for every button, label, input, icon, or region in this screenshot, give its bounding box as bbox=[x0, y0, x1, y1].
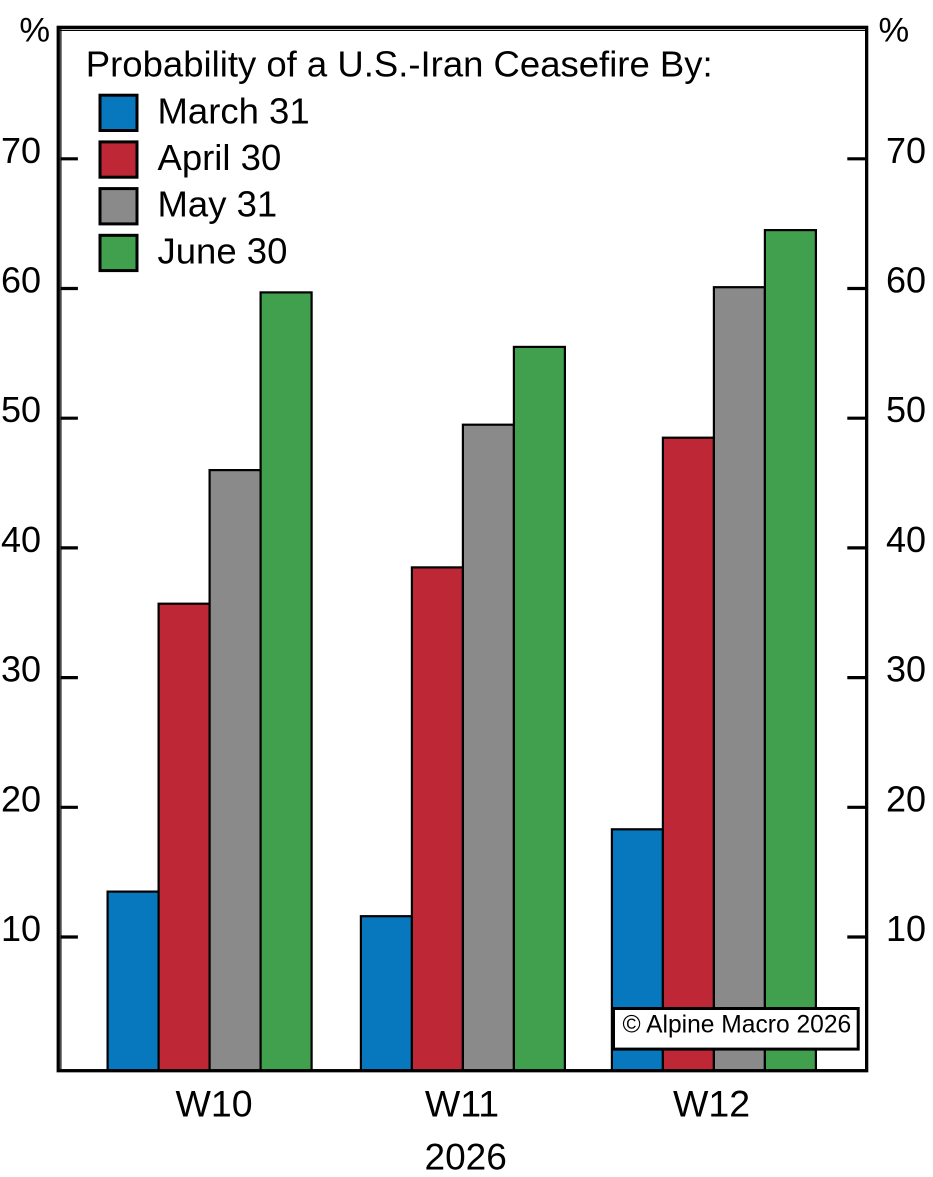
svg-text:40: 40 bbox=[886, 519, 926, 560]
svg-text:60: 60 bbox=[886, 260, 926, 301]
svg-text:May 31: May 31 bbox=[158, 184, 278, 225]
svg-text:Probability of a U.S.-Iran Cea: Probability of a U.S.-Iran Ceasefire By: bbox=[86, 44, 713, 85]
svg-text:50: 50 bbox=[886, 389, 926, 430]
svg-text:April 30: April 30 bbox=[158, 137, 282, 178]
svg-text:2026: 2026 bbox=[425, 1137, 507, 1177]
svg-text:%: % bbox=[19, 12, 50, 50]
svg-text:W11: W11 bbox=[425, 1083, 499, 1125]
svg-text:60: 60 bbox=[1, 260, 41, 301]
svg-text:10: 10 bbox=[1, 908, 41, 949]
svg-text:20: 20 bbox=[886, 778, 926, 819]
svg-text:30: 30 bbox=[1, 649, 41, 690]
svg-text:70: 70 bbox=[1, 130, 41, 171]
svg-text:© Alpine Macro 2026: © Alpine Macro 2026 bbox=[623, 1012, 852, 1039]
svg-text:March 31: March 31 bbox=[158, 90, 310, 131]
svg-text:50: 50 bbox=[1, 389, 41, 430]
svg-text:W12: W12 bbox=[673, 1083, 750, 1125]
svg-text:40: 40 bbox=[1, 519, 41, 560]
svg-text:70: 70 bbox=[886, 130, 926, 171]
svg-text:30: 30 bbox=[886, 649, 926, 690]
svg-text:20: 20 bbox=[1, 778, 41, 819]
svg-text:W10: W10 bbox=[175, 1083, 252, 1125]
svg-text:June 30: June 30 bbox=[158, 230, 288, 271]
svg-text:%: % bbox=[879, 12, 910, 50]
svg-text:10: 10 bbox=[886, 908, 926, 949]
